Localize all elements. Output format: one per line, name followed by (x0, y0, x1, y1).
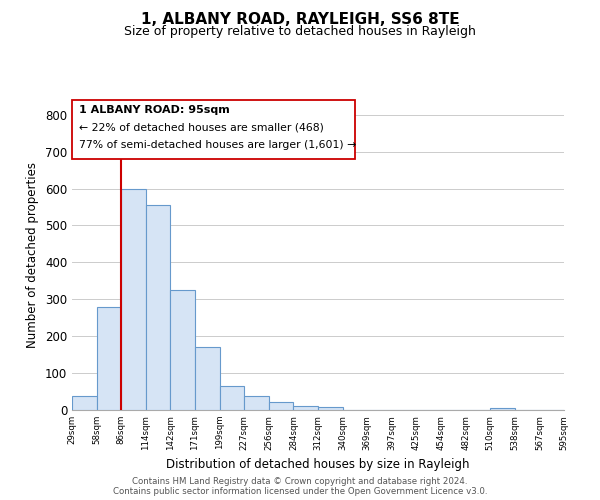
Bar (490, 408, 515, 410)
Text: ← 22% of detached houses are smaller (468): ← 22% of detached houses are smaller (46… (79, 122, 324, 132)
Bar (121, 188, 146, 410)
X-axis label: Distribution of detached houses by size in Rayleigh: Distribution of detached houses by size … (166, 458, 470, 471)
Bar (293, 406, 318, 410)
Bar (170, 290, 195, 410)
Text: 1, ALBANY ROAD, RAYLEIGH, SS6 8TE: 1, ALBANY ROAD, RAYLEIGH, SS6 8TE (140, 12, 460, 28)
Text: 1 ALBANY ROAD: 95sqm: 1 ALBANY ROAD: 95sqm (79, 105, 230, 115)
Text: Contains public sector information licensed under the Open Government Licence v3: Contains public sector information licen… (113, 487, 487, 496)
Bar (195, 348, 220, 410)
Y-axis label: Number of detached properties: Number of detached properties (26, 162, 40, 348)
Text: Size of property relative to detached houses in Rayleigh: Size of property relative to detached ho… (124, 25, 476, 38)
Bar (318, 407, 343, 410)
Text: 77% of semi-detached houses are larger (1,601) →: 77% of semi-detached houses are larger (… (79, 140, 356, 150)
Bar (97, 306, 121, 410)
Bar (146, 205, 170, 410)
Bar (244, 396, 269, 410)
Text: Contains HM Land Registry data © Crown copyright and database right 2024.: Contains HM Land Registry data © Crown c… (132, 477, 468, 486)
Bar (269, 402, 293, 410)
Bar (220, 386, 244, 410)
Bar (72, 396, 97, 410)
